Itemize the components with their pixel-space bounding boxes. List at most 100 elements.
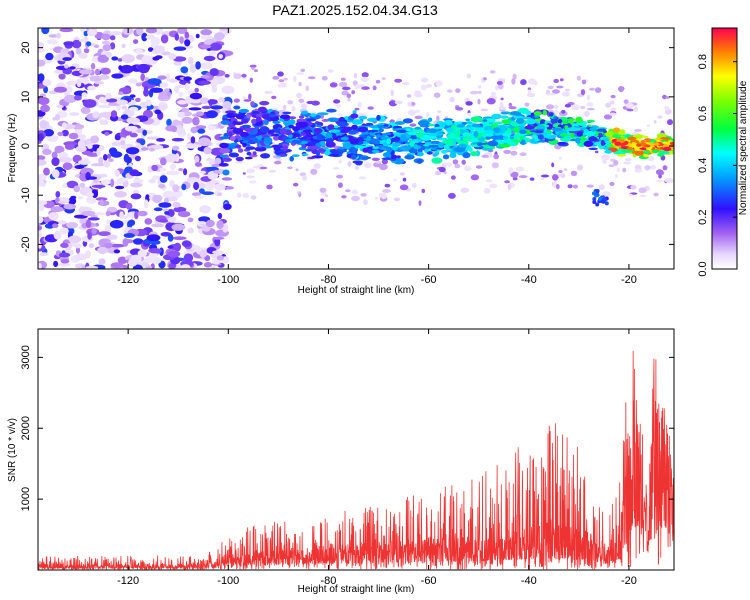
spectrogram-cell xyxy=(508,167,514,174)
spectrogram-cell xyxy=(268,169,277,173)
spectrogram-cell xyxy=(52,223,59,228)
spectrogram-cell xyxy=(455,107,464,111)
spectrogram-cell xyxy=(291,139,302,144)
spectrogram-cell xyxy=(246,151,252,156)
snr-x-ticks: -120 -100 -80 -60 -40 -20 xyxy=(117,329,637,587)
spectrogram-cell xyxy=(570,170,578,176)
spectrogram-cell xyxy=(74,165,85,169)
spectrogram-cell xyxy=(165,153,178,163)
spectrogram-cell xyxy=(317,124,322,128)
spectrogram-cell xyxy=(639,147,647,150)
spectrogram-cell xyxy=(586,184,594,188)
spectrogram-cell xyxy=(547,93,556,96)
spectrogram-cell xyxy=(556,85,564,89)
spectrogram-cell xyxy=(623,99,629,104)
spectrogram-cell xyxy=(201,191,214,195)
spectrogram-cell xyxy=(210,105,224,110)
spectrogram-cell xyxy=(317,112,329,116)
spectrogram-cell xyxy=(218,54,223,59)
colorbar-tick-label: 0.0 xyxy=(697,261,709,276)
spectrogram-cell xyxy=(232,128,244,134)
spectrogram-cell xyxy=(221,85,235,95)
spectrogram-cell xyxy=(584,110,590,117)
spectrogram-cell xyxy=(372,85,377,91)
spectrogram-cell xyxy=(103,160,111,168)
spectrogram-cell xyxy=(177,28,188,34)
spectrogram-cell xyxy=(272,120,281,124)
spectrogram-cell xyxy=(38,133,44,142)
spectrogram-cell xyxy=(491,136,502,140)
spectrogram-cell xyxy=(54,145,65,154)
spectrogram-cell xyxy=(368,125,380,129)
spectrogram-cell xyxy=(203,146,212,155)
spectrogram-cell xyxy=(100,67,111,75)
spectrogram-cell xyxy=(300,110,309,115)
spectrogram-cell xyxy=(92,111,100,119)
spectrogram-cell xyxy=(244,127,255,132)
spectrogram-cell xyxy=(352,80,358,86)
spectrogram-cell xyxy=(399,172,405,176)
spectrogram-cell xyxy=(634,168,642,173)
spectrogram-cell xyxy=(492,127,501,133)
spectrogram-cell xyxy=(87,143,93,149)
spectrogram-cell xyxy=(613,159,619,166)
spectrogram-cell xyxy=(400,134,407,141)
spectrogram-cell xyxy=(53,260,59,268)
spectrogram-cell xyxy=(516,166,525,172)
chart-title: PAZ1.2025.152.04.34.G13 xyxy=(272,2,438,18)
spectrogram-cell xyxy=(630,185,637,190)
spectrogram-cell xyxy=(640,194,646,198)
spectrogram-cell xyxy=(604,149,613,154)
spectrogram-cell xyxy=(201,105,212,110)
spectrogram-cell xyxy=(433,92,441,98)
spectrogram-cell xyxy=(663,146,672,152)
spectrogram-cell xyxy=(91,184,106,188)
x-tick-label: -20 xyxy=(621,575,637,587)
spectrogram-cell xyxy=(311,100,320,106)
spectrogram-cell xyxy=(260,153,271,159)
colorbar-ticks: 0.0 0.2 0.4 0.6 0.8 xyxy=(697,54,737,277)
spectrogram-cell xyxy=(499,143,511,148)
spectrogram-cell xyxy=(85,219,92,229)
spectrogram-cell xyxy=(508,106,517,110)
spectrogram-cell xyxy=(192,192,201,197)
spectrogram-cell xyxy=(612,134,619,138)
spectrogram-cell xyxy=(664,178,674,184)
spectrogram-cell xyxy=(653,120,657,124)
spectrogram-cell xyxy=(257,134,262,141)
spectrogram-cell xyxy=(38,59,46,67)
spectrogram-cell xyxy=(126,117,140,124)
spectrogram-cell xyxy=(279,118,285,122)
spectrogram-cell xyxy=(626,108,634,112)
spectrogram-cell xyxy=(107,153,112,159)
spectrogram-cell xyxy=(120,140,126,146)
spectrogram-cell xyxy=(253,69,258,73)
spectrogram-cell xyxy=(219,154,229,158)
spectrogram-cell xyxy=(628,193,633,197)
spectrogram-cell xyxy=(200,62,213,70)
spectrogram-cell xyxy=(510,171,519,178)
spectrogram-cell xyxy=(594,141,601,146)
spectrogram-cell xyxy=(241,73,247,78)
spectrogram-cell xyxy=(560,137,571,142)
spectrogram-cell xyxy=(99,119,109,126)
spectrogram-cell xyxy=(164,211,170,215)
spectrogram-cell xyxy=(357,136,363,142)
spectrogram-cell xyxy=(558,170,563,173)
spectrogram-cell xyxy=(155,55,163,59)
spectrogram-cell xyxy=(181,183,187,191)
spectrogram-cell xyxy=(129,169,140,177)
spectrogram-cell xyxy=(133,178,144,184)
spectrogram-cell xyxy=(46,135,59,142)
spectrogram-cell xyxy=(171,223,186,231)
spectrogram-cell xyxy=(116,99,128,106)
spectrogram-cell xyxy=(603,197,607,202)
snr-y-label: SNR (10 * v/v) xyxy=(7,418,18,482)
spectrogram-cell xyxy=(416,158,423,164)
spectrogram-cell xyxy=(433,126,444,130)
spectrogram-cell xyxy=(283,77,288,81)
spectrogram-cell xyxy=(425,112,430,118)
spectrogram-cell xyxy=(214,237,221,247)
spectrogram-cell xyxy=(506,128,512,134)
spectrogram-cell xyxy=(583,129,589,133)
